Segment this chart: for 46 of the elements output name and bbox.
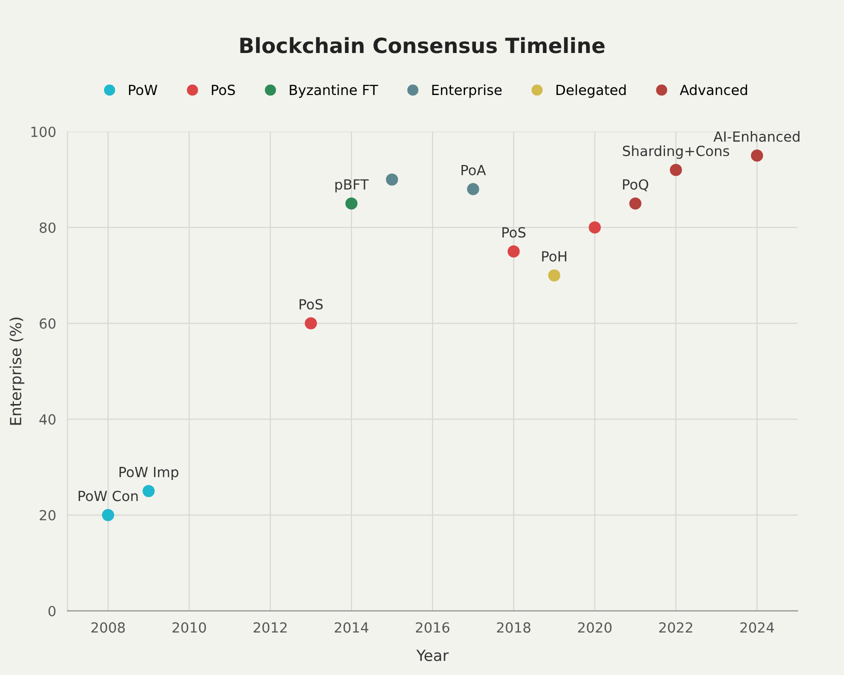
legend-label: Byzantine FT [290,84,378,98]
point [750,150,764,162]
point [467,183,480,196]
legend-label: Advanced [680,84,748,96]
data-label: PoA [462,165,486,176]
legend-label: Delegated [556,84,626,98]
data-label: PoW Imp [120,466,178,480]
data-label: PoW Con [78,490,138,502]
y-axis-title: Enterprise (%) [10,318,24,425]
y-tick-label: 20 [40,510,56,520]
legend-label: PoW [129,84,158,96]
legend-label: Enterprise [432,84,502,98]
x-tick-label: 2012 [254,622,287,633]
y-tick-label: 60 [40,318,56,329]
data-label: AI-Enhanced [713,131,800,142]
data-label: PoH [542,251,566,262]
data-label: Sharding+Cons [622,145,730,159]
y-tick-label: 80 [40,222,56,233]
y-tick-label: 0 [48,606,56,616]
data-label: PoS [502,227,526,238]
x-tick-label: 2010 [172,622,206,633]
point [142,484,155,498]
data-label: PoS [300,299,323,310]
x-tick-label: 2008 [91,622,125,633]
point [508,245,520,258]
x-tick-label: 2022 [659,622,692,633]
point [548,269,560,282]
y-tick-label: 100 [31,126,56,138]
point [588,221,601,234]
x-tick-label: 2016 [416,622,450,633]
point [304,317,317,330]
x-axis-title: Year [416,650,449,662]
y-tick-label: 40 [39,414,56,425]
x-tick-label: 2014 [334,622,368,633]
data-label: PoQ [623,179,648,192]
x-tick-label: 2018 [497,622,530,633]
data-label: pBFT [335,179,369,192]
legend-label: PoS [212,84,235,96]
point [629,197,642,210]
chart-title: Blockchain Consensus Timeline [240,37,605,54]
x-tick-label: 2020 [578,622,612,633]
point [670,164,682,176]
point [386,173,398,186]
x-tick-label: 2024 [740,622,774,633]
point [102,508,114,522]
point [345,197,358,210]
